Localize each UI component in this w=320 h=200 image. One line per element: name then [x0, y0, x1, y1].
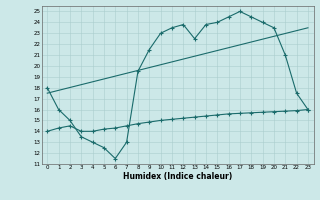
X-axis label: Humidex (Indice chaleur): Humidex (Indice chaleur) — [123, 172, 232, 181]
